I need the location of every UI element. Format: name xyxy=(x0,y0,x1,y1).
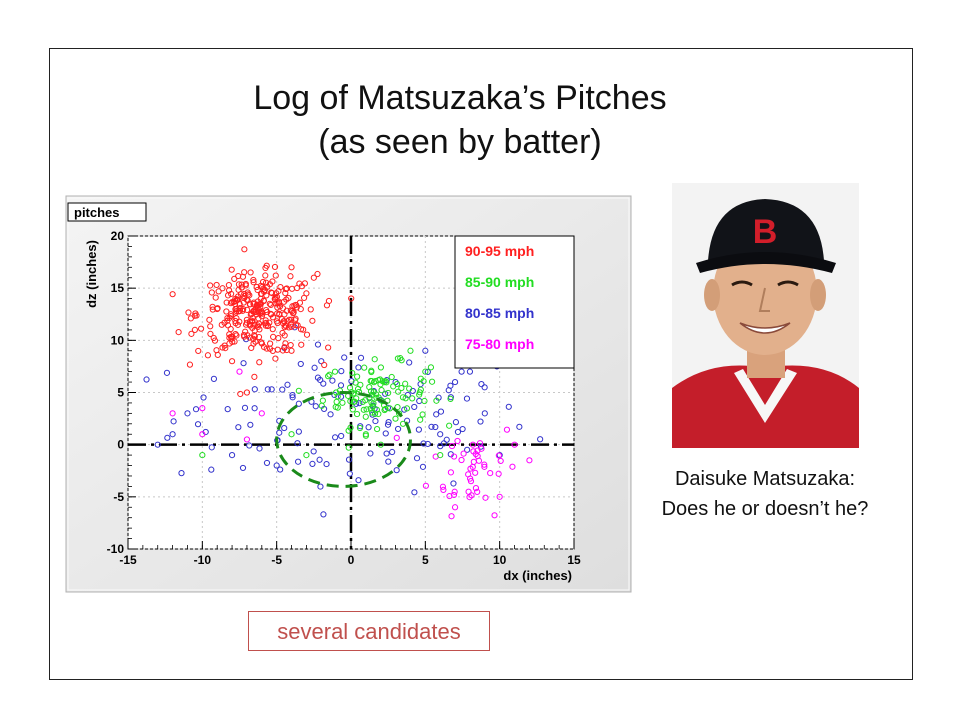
slide-title: Log of Matsuzaka’s Pitches (as seen by b… xyxy=(180,76,740,164)
caption-line-2: Does he or doesn’t he? xyxy=(661,498,869,520)
photo-caption: Daisuke Matsuzaka: Does he or doesn’t he… xyxy=(615,464,915,524)
caption-line-1: Daisuke Matsuzaka: xyxy=(674,468,856,490)
player-photo: B xyxy=(672,183,859,448)
cap-logo: B xyxy=(753,213,778,251)
title-line-1: Log of Matsuzaka’s Pitches xyxy=(253,79,667,117)
player-portrait-image: B xyxy=(672,183,859,448)
title-line-2: (as seen by batter) xyxy=(318,123,602,161)
several-candidates-label: several candidates xyxy=(248,611,490,651)
